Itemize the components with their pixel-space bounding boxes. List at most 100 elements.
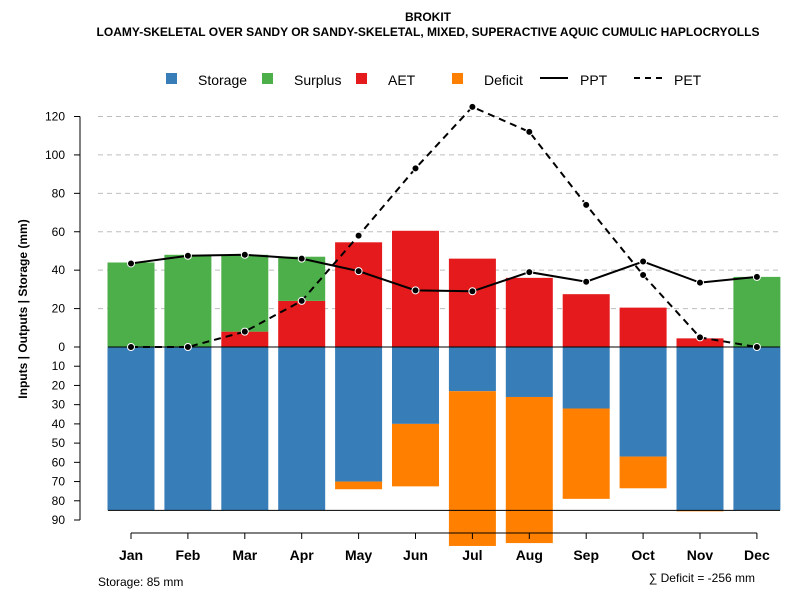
storage-bar-aug bbox=[505, 347, 553, 397]
aet-bar-mar bbox=[221, 331, 269, 347]
deficit-bar-jun bbox=[392, 423, 439, 487]
aet-bar-apr bbox=[278, 300, 326, 347]
aet-bar-may bbox=[335, 242, 383, 347]
deficit-bar-jul bbox=[448, 391, 496, 546]
pet-point-feb bbox=[183, 343, 192, 351]
storage-bar-sep bbox=[562, 347, 610, 409]
chart-legend: Storage Surplus AET Deficit PPT PET bbox=[166, 72, 702, 88]
aet-bar-aug bbox=[505, 277, 553, 347]
x-tick-label-aug: Aug bbox=[516, 547, 543, 563]
aet-bar-nov bbox=[676, 338, 724, 347]
ppt-point-dec bbox=[752, 272, 761, 281]
pet-point-jun bbox=[411, 164, 420, 173]
x-tick-label-sep: Sep bbox=[573, 547, 599, 563]
storage-bar-feb bbox=[164, 347, 212, 511]
storage-bar-nov bbox=[676, 347, 724, 511]
legend-label-storage: Storage bbox=[198, 72, 247, 88]
chart-subtitle: LOAMY-SKELETAL OVER SANDY OR SANDY-SKELE… bbox=[97, 25, 760, 39]
bars-group bbox=[107, 230, 781, 546]
pet-point-oct bbox=[639, 270, 648, 279]
deficit-bar-sep bbox=[562, 408, 610, 499]
y-tick-label-upper-40: 40 bbox=[52, 263, 66, 277]
x-tick-label-jun: Jun bbox=[403, 547, 428, 563]
y-tick-label-lower-10: 10 bbox=[52, 359, 66, 373]
y-tick-label-upper-0: 0 bbox=[58, 340, 65, 354]
y-tick-label-lower-20: 20 bbox=[52, 378, 66, 392]
legend-swatch-deficit bbox=[452, 73, 463, 84]
pet-point-may bbox=[354, 231, 363, 240]
ppt-point-mar bbox=[240, 250, 249, 259]
lines-group bbox=[127, 102, 761, 351]
pet-point-dec bbox=[752, 343, 761, 351]
y-tick-label-upper-100: 100 bbox=[45, 148, 65, 162]
legend-swatch-storage bbox=[166, 73, 177, 84]
deficit-bar-may bbox=[335, 481, 383, 490]
ppt-point-nov bbox=[696, 278, 704, 287]
y-tick-label-upper-60: 60 bbox=[52, 225, 66, 239]
ppt-point-oct bbox=[639, 257, 648, 266]
legend-label-surplus: Surplus bbox=[294, 72, 341, 88]
y-tick-label-lower-70: 70 bbox=[52, 475, 66, 489]
x-tick-label-apr: Apr bbox=[290, 547, 315, 563]
y-tick-label-lower-90: 90 bbox=[52, 513, 66, 527]
ppt-line bbox=[130, 253, 758, 293]
storage-bar-dec bbox=[733, 347, 781, 511]
y-tick-label-lower-30: 30 bbox=[52, 398, 66, 412]
ppt-point-aug bbox=[525, 268, 534, 277]
x-tick-label-dec: Dec bbox=[744, 547, 770, 563]
chart-title: BROKIT bbox=[405, 10, 452, 24]
pet-point-sep bbox=[582, 200, 591, 209]
x-tick-label-may: May bbox=[345, 547, 372, 563]
storage-bar-apr bbox=[278, 347, 326, 511]
ppt-point-may bbox=[354, 267, 363, 276]
storage-bar-jun bbox=[392, 347, 439, 424]
y-tick-label-lower-50: 50 bbox=[52, 436, 66, 450]
ppt-point-jan bbox=[127, 259, 135, 268]
ppt-point-sep bbox=[582, 277, 591, 286]
legend-swatch-surplus bbox=[262, 73, 273, 84]
y-tick-label-lower-60: 60 bbox=[52, 455, 66, 469]
legend-swatch-aet bbox=[356, 73, 367, 84]
deficit-note: ∑ Deficit = -256 mm bbox=[649, 571, 755, 585]
surplus-bar-feb bbox=[164, 254, 212, 347]
y-tick-label-lower-40: 40 bbox=[52, 417, 66, 431]
ppt-point-feb bbox=[183, 251, 192, 260]
y-tick-label-upper-120: 120 bbox=[45, 110, 65, 124]
x-tick-label-feb: Feb bbox=[175, 547, 200, 563]
pet-point-nov bbox=[696, 333, 704, 342]
deficit-bar-oct bbox=[619, 456, 667, 489]
x-tick-label-oct: Oct bbox=[631, 547, 655, 563]
ppt-point-jul bbox=[468, 287, 477, 296]
axes-group: 0 20 40 60 80 100 120 10 20 30 40 50 60 70 80 90 Jan Feb M… bbox=[45, 110, 780, 563]
surplus-bar-apr bbox=[278, 256, 326, 301]
surplus-bar-dec bbox=[733, 276, 781, 347]
deficit-bar-aug bbox=[505, 396, 553, 544]
pet-point-aug bbox=[525, 127, 534, 136]
y-axis-label: Inputs | Outputs | Storage (mm) bbox=[16, 219, 30, 398]
storage-bar-mar bbox=[221, 347, 269, 511]
pet-point-jul bbox=[468, 102, 477, 111]
legend-label-pet: PET bbox=[674, 72, 702, 88]
surplus-bar-mar bbox=[221, 254, 269, 332]
x-tick-label-mar: Mar bbox=[232, 547, 257, 563]
storage-bar-jan bbox=[107, 347, 155, 511]
pet-point-jan bbox=[127, 343, 135, 351]
pet-point-mar bbox=[240, 327, 249, 336]
pet-line bbox=[131, 105, 758, 348]
legend-label-deficit: Deficit bbox=[484, 72, 523, 88]
pet-point-apr bbox=[297, 296, 306, 305]
legend-label-ppt: PPT bbox=[580, 72, 608, 88]
aet-bar-sep bbox=[562, 294, 610, 347]
storage-bar-may bbox=[335, 347, 383, 482]
x-tick-label-jul: Jul bbox=[462, 547, 482, 563]
legend-label-aet: AET bbox=[388, 72, 416, 88]
y-tick-label-upper-20: 20 bbox=[52, 302, 66, 316]
surplus-bar-jan bbox=[107, 262, 155, 347]
aet-bar-jul bbox=[448, 258, 496, 347]
x-tick-label-nov: Nov bbox=[687, 547, 714, 563]
y-tick-label-upper-80: 80 bbox=[52, 186, 66, 200]
storage-bar-oct bbox=[619, 347, 667, 457]
ppt-point-apr bbox=[297, 254, 306, 263]
y-tick-label-lower-80: 80 bbox=[52, 494, 66, 508]
